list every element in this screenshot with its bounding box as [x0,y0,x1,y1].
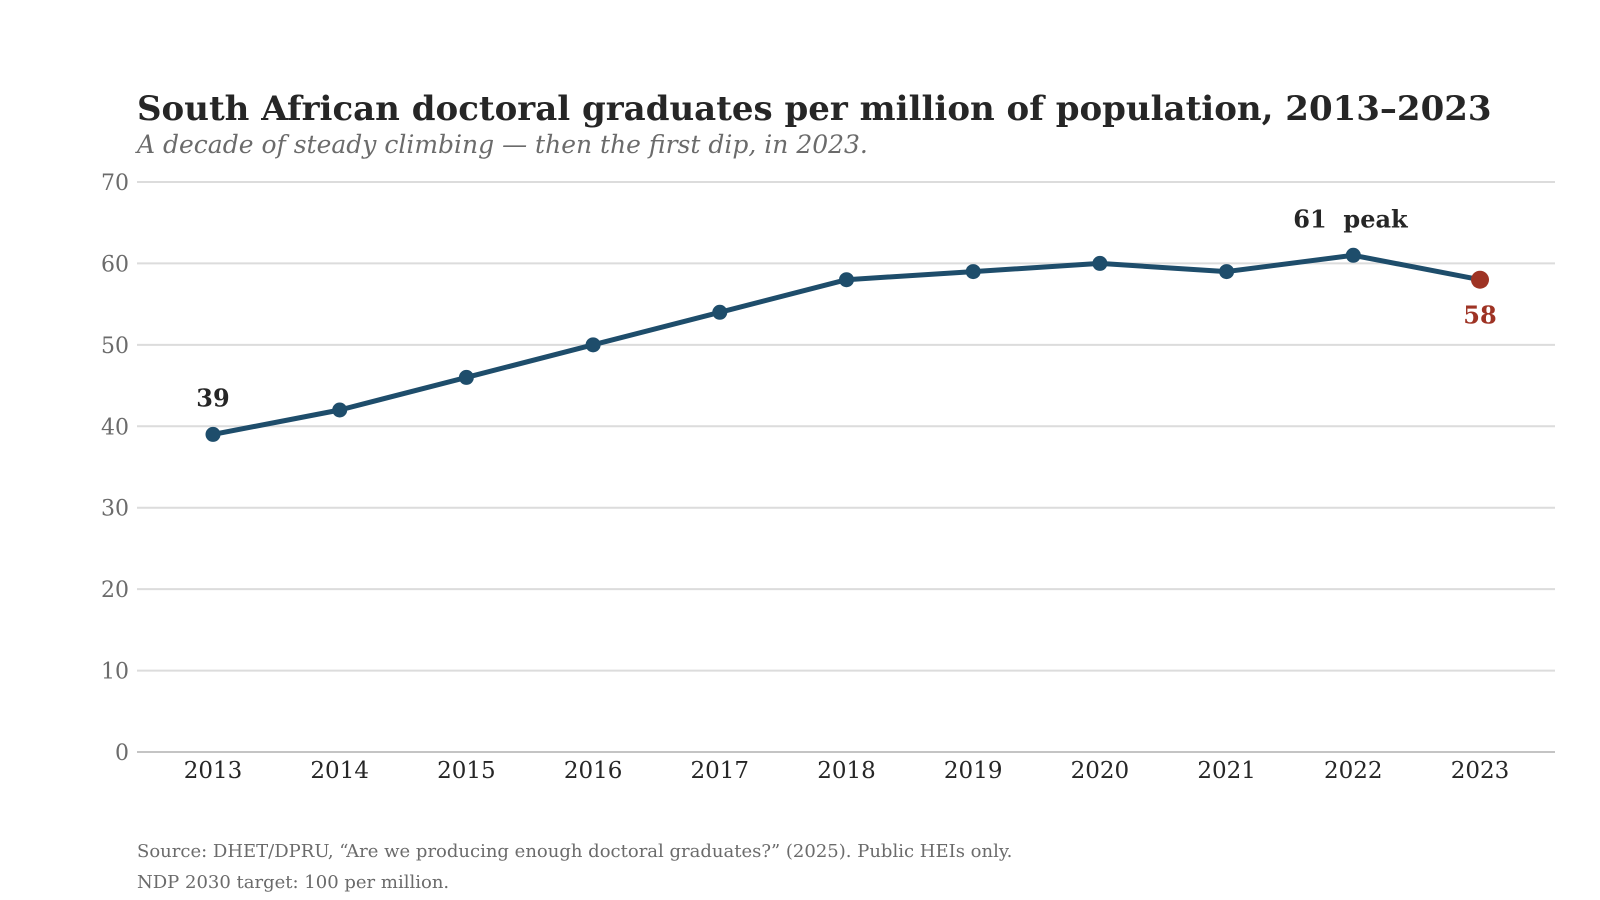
data-point [205,426,221,442]
data-point [839,272,854,288]
data-point [458,369,474,385]
x-tick-label: 2014 [310,758,369,784]
x-axis-ticks: 2013 2014 2015 2016 2017 2018 2019 2020 2021 2022… [184,758,1510,784]
data-point [585,337,601,353]
y-tick-label: 60 [101,252,129,277]
y-tick-label: 50 [101,334,129,359]
x-tick-label: 2023 [1451,758,1510,784]
data-point [1471,270,1489,289]
data-point [965,264,981,280]
source-note: Source: DHET/DPRU, “Are we producing eno… [137,841,1012,862]
target-note: NDP 2030 target: 100 per million. [137,872,449,893]
chart-subtitle: A decade of steady climbing — then the f… [135,130,868,159]
data-point [332,402,348,418]
y-tick-label: 40 [101,415,129,440]
y-axis-ticks: 0 10 20 30 40 50 60 70 [101,171,129,766]
y-tick-label: 10 [101,660,129,685]
y-tick-label: 0 [115,741,129,766]
x-tick-label: 2016 [564,758,623,784]
data-point [1345,247,1361,263]
x-tick-label: 2020 [1071,758,1130,784]
y-tick-label: 20 [101,578,129,603]
x-tick-label: 2017 [691,758,750,784]
data-label: 58 [1463,301,1496,330]
y-tick-label: 70 [101,171,129,196]
data-point [1092,255,1108,271]
x-tick-label: 2018 [817,758,876,784]
x-tick-label: 2021 [1197,758,1256,784]
x-tick-label: 2015 [437,758,496,784]
data-label: 39 [196,383,229,412]
data-point [1219,264,1235,280]
gridlines [137,181,1555,672]
data-point [712,304,728,320]
x-tick-label: 2013 [184,758,243,784]
x-tick-label: 2022 [1324,758,1383,784]
annotations: 39 61 peak 58 [196,204,1496,412]
data-label: 61 peak [1293,204,1409,233]
y-tick-label: 30 [101,497,129,522]
chart-title: South African doctoral graduates per mil… [137,89,1492,129]
x-tick-label: 2019 [944,758,1003,784]
data-points [205,247,1489,442]
